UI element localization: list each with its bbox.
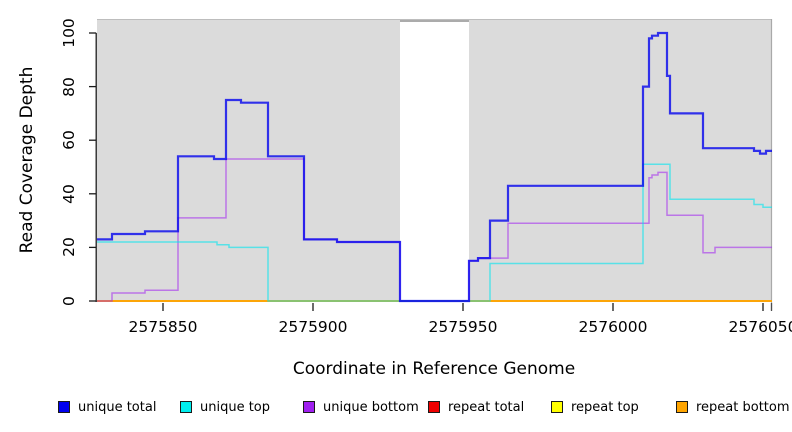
legend-label: repeat total <box>448 399 525 415</box>
legend-label: unique total <box>78 399 157 415</box>
y-tick-label: 80 <box>60 76 78 97</box>
gap-region <box>400 20 469 302</box>
x-tick-label: 2576000 <box>578 318 648 336</box>
legend-swatch-icon <box>428 401 440 413</box>
x-tick-label: 2575900 <box>278 318 348 336</box>
legend-swatch-icon <box>551 401 563 413</box>
y-tick-label: 0 <box>60 296 78 306</box>
x-tick-label: 2575950 <box>428 318 498 336</box>
legend-label: repeat top <box>571 399 639 415</box>
y-tick-label: 20 <box>60 237 78 258</box>
legend-swatch-icon <box>58 401 70 413</box>
legend-swatch-icon <box>303 401 315 413</box>
series-line-unique-total <box>97 31 772 303</box>
series-line-unique-top <box>97 163 772 302</box>
legend-label: repeat bottom <box>696 399 790 415</box>
legend-item-unique-total: unique total <box>58 399 156 415</box>
legend-item-repeat-total: repeat total <box>428 399 524 415</box>
legend-item-repeat-top: repeat top <box>551 399 639 415</box>
legend-label: unique top <box>200 399 271 415</box>
legend-item-unique-bottom: unique bottom <box>303 399 419 415</box>
legend-item-repeat-bottom: repeat bottom <box>676 399 790 415</box>
legend-swatch-icon <box>180 401 192 413</box>
x-axis-title: Coordinate in Reference Genome <box>292 359 576 379</box>
x-tick-label: 2576050 <box>728 318 792 336</box>
legend-label: unique bottom <box>323 399 419 415</box>
y-tick-label: 60 <box>60 130 78 151</box>
y-tick-label: 40 <box>60 183 78 204</box>
x-tick-label: 2575850 <box>128 318 198 336</box>
y-axis-title: Read Coverage Depth <box>17 66 37 254</box>
legend-item-unique-top: unique top <box>180 399 270 415</box>
legend-swatch-icon <box>676 401 688 413</box>
y-tick-label: 100 <box>60 18 78 48</box>
